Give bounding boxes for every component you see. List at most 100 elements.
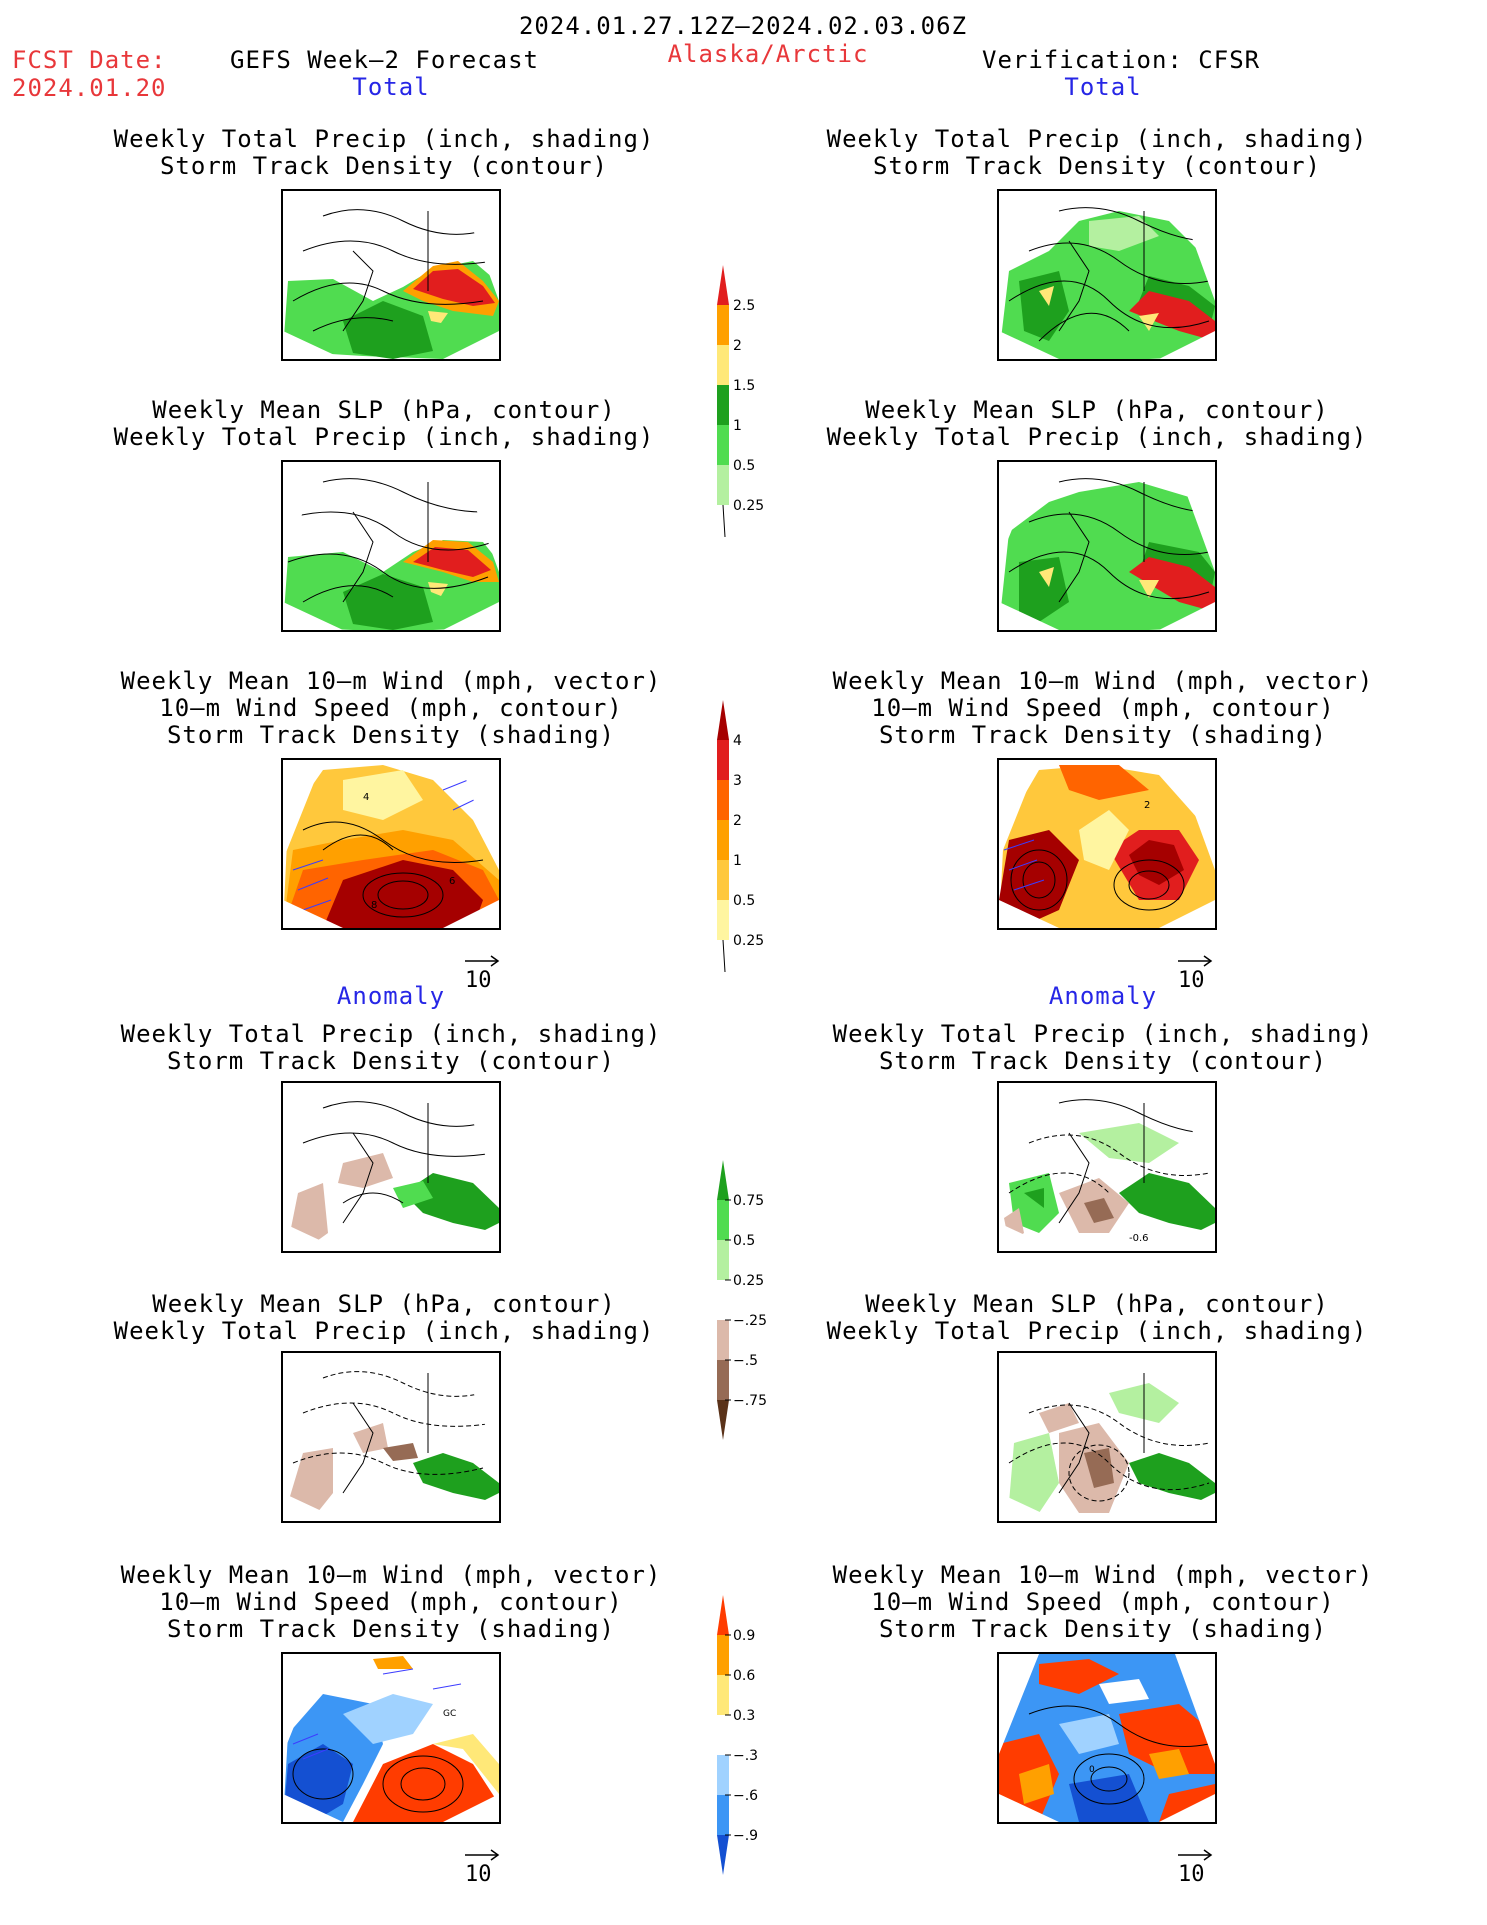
section-total-right: Total — [1064, 73, 1142, 101]
colorbar-tick-label: 0.25 — [733, 933, 764, 949]
map-fcst-anom-precip-track — [281, 1081, 501, 1253]
colorbar-segment — [717, 1200, 729, 1240]
section-total-left: Total — [352, 73, 430, 101]
map-obs-anom-precip-track: -0.6 — [997, 1081, 1217, 1253]
colorbar-tick-label: 0.25 — [733, 1273, 764, 1289]
panel-title: Weekly Total Precip (inch, shading) Storm… — [826, 125, 1368, 180]
vector-reference-label: 10 — [465, 1862, 492, 1887]
colorbar-tail — [722, 504, 726, 538]
colorbar-tick-label: 2 — [733, 338, 742, 354]
region-title: Alaska/Arctic — [667, 40, 869, 68]
map-fcst-total-wind: 4 6 8 — [281, 758, 501, 930]
colorbar-segment — [717, 1675, 729, 1715]
map-fcst-anom-wind: GC — [281, 1652, 501, 1824]
colorbar-segment — [717, 465, 729, 505]
colorbar-tick-label: −.3 — [733, 1748, 758, 1764]
colorbar-segment — [717, 345, 729, 385]
colorbar-segment — [717, 700, 729, 740]
colorbar-segment — [717, 1360, 729, 1400]
panel-title: Weekly Total Precip (inch, shading) Storm… — [113, 125, 655, 180]
colorbar-segment — [717, 1400, 729, 1440]
colorbar-segment — [717, 265, 729, 305]
colorbar-tick-label: 0.5 — [733, 458, 755, 474]
arrow-icon — [1178, 955, 1213, 967]
colorbar-segment — [717, 780, 729, 820]
map-obs-anom-wind: 0 — [997, 1652, 1217, 1824]
colorbar-segment — [717, 1795, 729, 1835]
vector-reference: 10 — [465, 1849, 501, 1887]
contour-label: 0 — [1089, 1765, 1095, 1775]
contour-label: 8 — [371, 900, 377, 911]
panel-title: Weekly Mean SLP (hPa, contour) Weekly Tot… — [826, 1290, 1368, 1345]
colorbar-tick-label: 0.5 — [733, 893, 755, 909]
panel-title: Weekly Mean 10–m Wind (mph, vector) 10–m … — [832, 1561, 1374, 1643]
vector-reference-label: 10 — [465, 968, 492, 993]
colorbar-tick-label: −.9 — [733, 1828, 758, 1844]
verification-title: Verification: CFSR — [982, 46, 1261, 74]
colorbar-segment — [717, 1160, 729, 1200]
vector-reference-label: 10 — [1178, 968, 1205, 993]
contour-label: 6 — [449, 876, 455, 887]
map-obs-total-precip-track — [997, 189, 1217, 361]
panel-title: Weekly Mean SLP (hPa, contour) Weekly Tot… — [113, 1290, 655, 1345]
map-obs-total-slp-precip — [997, 460, 1217, 632]
colorbar-segment — [717, 1835, 729, 1875]
colorbar-tick-label: −.6 — [733, 1788, 758, 1804]
colorbar-tick-label: 0.3 — [733, 1708, 755, 1724]
contour-label: -0.6 — [1129, 1233, 1149, 1244]
colorbar-segment — [717, 1240, 729, 1280]
colorbar-segment — [717, 740, 729, 780]
colorbar-tick-label: 0.25 — [733, 498, 764, 514]
colorbar-tick-label: 2 — [733, 813, 742, 829]
valid-period: 2024.01.27.12Z–2024.02.03.06Z — [518, 12, 968, 40]
contour-label: GC — [443, 1709, 456, 1719]
panel-title: Weekly Mean SLP (hPa, contour) Weekly Tot… — [826, 396, 1368, 451]
colorbar-anom-precip: −.75 −.5 −.25 0.25 0.5 0.75 — [717, 1160, 767, 1440]
colorbar-segment — [717, 1320, 729, 1360]
colorbar-tick-label: 3 — [733, 773, 742, 789]
panel-title: Weekly Total Precip (inch, shading) Storm… — [832, 1020, 1374, 1075]
colorbar-total-precip: 0.25 0.5 1 1.5 2 2.5 — [717, 265, 764, 538]
arrow-icon — [465, 955, 500, 967]
vector-reference: 10 — [1178, 955, 1214, 993]
colorbar-segment — [717, 425, 729, 465]
fcst-date-value: 2024.01.20 — [12, 74, 167, 102]
colorbar-segment — [717, 385, 729, 425]
panel-title: Weekly Mean SLP (hPa, contour) Weekly Tot… — [113, 396, 655, 451]
colorbar-tick-label: 0.6 — [733, 1668, 755, 1684]
vector-reference: 10 — [465, 955, 501, 993]
colorbar-tick-label: −.5 — [733, 1353, 758, 1369]
colorbar-tick-label: 4 — [733, 733, 742, 749]
panel-title: Weekly Mean 10–m Wind (mph, vector) 10–m … — [832, 667, 1374, 749]
map-fcst-anom-slp-precip — [281, 1351, 501, 1523]
section-anomaly-right: Anomaly — [1048, 982, 1158, 1010]
map-fcst-total-precip-track — [281, 189, 501, 361]
colorbar-segment — [717, 1635, 729, 1675]
section-anomaly-left: Anomaly — [336, 982, 446, 1010]
colorbar-total-storm-track: 0.25 0.5 1 2 3 4 — [717, 700, 764, 973]
vector-reference-label: 10 — [1178, 1862, 1205, 1887]
map-obs-total-wind: 2 — [997, 758, 1217, 930]
fcst-date-label: FCST Date: — [12, 46, 167, 74]
model-title: GEFS Week–2 Forecast — [230, 46, 539, 74]
colorbar-tick-label: 1.5 — [733, 378, 755, 394]
map-obs-anom-slp-precip — [997, 1351, 1217, 1523]
colorbar-segment — [717, 900, 729, 940]
colorbar-segment — [717, 1715, 729, 1755]
panel-title: Weekly Total Precip (inch, shading) Storm… — [120, 1020, 662, 1075]
colorbar-segment — [717, 820, 729, 860]
arrow-icon — [465, 1849, 500, 1861]
colorbar-tick-label: 0.75 — [733, 1193, 764, 1209]
colorbar-tick-label: −.25 — [733, 1313, 767, 1329]
map-fcst-total-slp-precip — [281, 460, 501, 632]
colorbar-segment — [717, 1280, 729, 1320]
colorbar-tick-label: 0.9 — [733, 1628, 755, 1644]
colorbar-tick-label: −.75 — [733, 1393, 767, 1409]
colorbar-segment — [717, 1595, 729, 1635]
colorbar-anom-storm-track: −.9 −.6 −.3 0.3 0.6 0.9 — [717, 1595, 758, 1875]
contour-label: 2 — [1144, 800, 1150, 811]
colorbar-tick-label: 0.5 — [733, 1233, 755, 1249]
colorbar-segment — [717, 305, 729, 345]
colorbar-tick-label: 1 — [733, 418, 742, 434]
